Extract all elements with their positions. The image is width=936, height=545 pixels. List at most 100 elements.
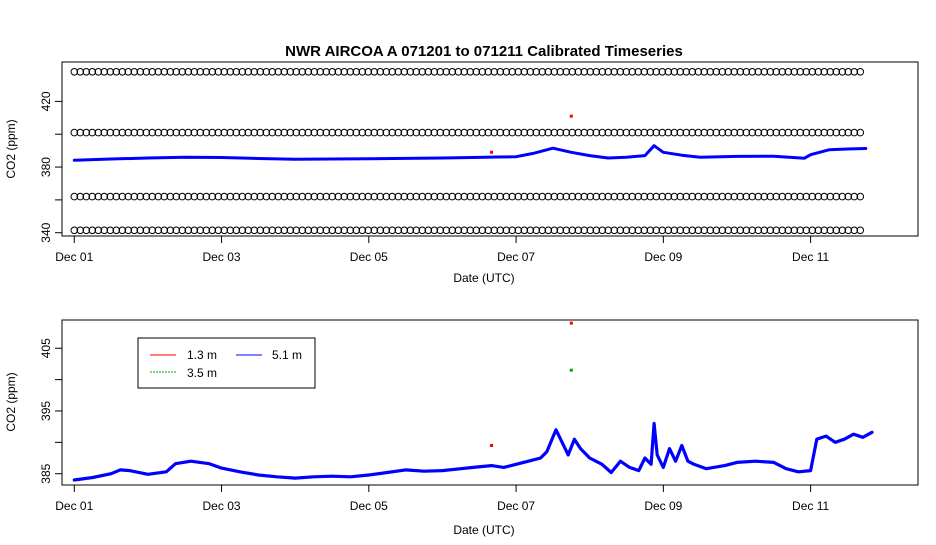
data-point xyxy=(298,128,307,137)
data-point xyxy=(178,68,187,76)
data-point xyxy=(94,68,103,76)
data-point xyxy=(742,68,751,76)
data-point xyxy=(130,192,139,201)
data-point xyxy=(142,226,151,235)
data-point xyxy=(628,226,637,235)
data-point xyxy=(778,226,787,235)
data-point xyxy=(856,226,865,235)
data-point xyxy=(412,192,421,201)
data-point xyxy=(538,68,547,76)
data-point xyxy=(70,68,79,76)
data-point xyxy=(706,192,715,201)
data-point xyxy=(604,128,613,137)
data-point xyxy=(268,128,277,137)
data-point xyxy=(832,226,841,235)
data-point xyxy=(328,128,337,137)
data-point xyxy=(496,192,505,201)
data-point xyxy=(142,68,151,76)
data-point xyxy=(340,128,349,137)
data-point xyxy=(346,68,355,76)
data-point xyxy=(292,226,301,235)
data-point xyxy=(712,226,721,235)
data-point xyxy=(76,192,85,201)
data-point xyxy=(406,226,415,235)
data-point xyxy=(160,68,169,76)
data-point xyxy=(190,68,199,76)
data-point xyxy=(400,68,409,76)
data-point xyxy=(388,128,397,137)
circle-row xyxy=(70,128,865,137)
data-point xyxy=(658,192,667,201)
data-point xyxy=(190,128,199,137)
data-point xyxy=(262,192,271,201)
data-point xyxy=(400,128,409,137)
data-point xyxy=(190,226,199,235)
data-point xyxy=(586,192,595,201)
data-point xyxy=(556,192,565,201)
data-point xyxy=(568,226,577,235)
data-point xyxy=(598,192,607,201)
data-point xyxy=(730,192,739,201)
data-point xyxy=(184,192,193,201)
data-point xyxy=(466,128,475,137)
data-point xyxy=(154,192,163,201)
data-point xyxy=(280,128,289,137)
data-point xyxy=(418,192,427,201)
data-point xyxy=(310,192,319,201)
x-axis-bottom: Dec 01 Dec 03 Dec 05 Dec 07 Dec 09 Dec 11 xyxy=(55,485,830,513)
data-point xyxy=(214,226,223,235)
data-point xyxy=(88,192,97,201)
data-point xyxy=(178,226,187,235)
data-point xyxy=(688,68,697,76)
data-point xyxy=(418,68,427,76)
x-tick-label: Dec 01 xyxy=(55,250,93,264)
data-point xyxy=(580,226,589,235)
data-point xyxy=(148,128,157,137)
data-point xyxy=(328,68,337,76)
data-point xyxy=(166,192,175,201)
data-point xyxy=(856,128,865,137)
data-point xyxy=(472,192,481,201)
legend-label: 1.3 m xyxy=(187,348,217,362)
data-point xyxy=(634,68,643,76)
data-point xyxy=(238,68,247,76)
data-point xyxy=(694,128,703,137)
data-point xyxy=(730,128,739,137)
data-point xyxy=(94,128,103,137)
data-point xyxy=(610,128,619,137)
data-point xyxy=(569,368,573,372)
data-point xyxy=(124,192,133,201)
data-point xyxy=(172,192,181,201)
data-point xyxy=(166,128,175,137)
data-point xyxy=(820,128,829,137)
data-point xyxy=(232,128,241,137)
data-point xyxy=(130,128,139,137)
data-point xyxy=(634,226,643,235)
data-point xyxy=(796,226,805,235)
data-point xyxy=(670,128,679,137)
data-point xyxy=(520,226,529,235)
data-point xyxy=(670,226,679,235)
data-point xyxy=(772,192,781,201)
data-point xyxy=(310,128,319,137)
data-point xyxy=(772,128,781,137)
data-point xyxy=(844,68,853,76)
data-point xyxy=(538,192,547,201)
series-line xyxy=(72,421,874,482)
data-point xyxy=(616,192,625,201)
data-point xyxy=(310,68,319,76)
data-point xyxy=(652,128,661,137)
data-point xyxy=(82,68,91,76)
data-point xyxy=(622,192,631,201)
data-point xyxy=(226,128,235,137)
data-point xyxy=(196,226,205,235)
plot-area-bottom xyxy=(72,321,874,482)
data-point xyxy=(808,68,817,76)
series-line xyxy=(72,144,868,162)
data-point xyxy=(724,192,733,201)
data-point xyxy=(778,192,787,201)
data-point xyxy=(718,192,727,201)
data-point xyxy=(652,68,661,76)
data-point xyxy=(646,68,655,76)
